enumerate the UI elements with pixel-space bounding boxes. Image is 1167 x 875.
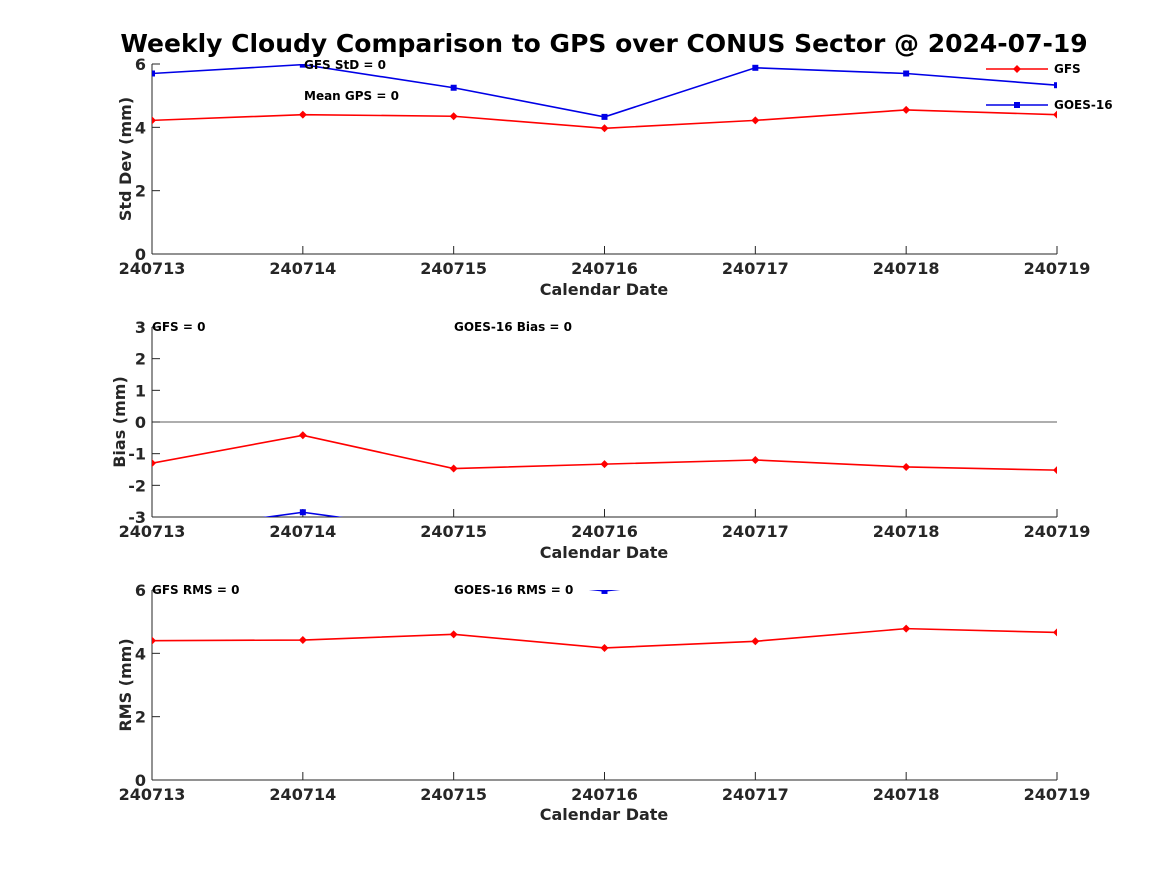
y-axis-label: Bias (mm) (110, 376, 129, 468)
x-tick-label: 240716 (571, 522, 638, 541)
data-point-goes16 (152, 70, 155, 77)
x-tick-label: 240717 (722, 785, 789, 804)
data-point-goes16 (1054, 82, 1057, 89)
data-point-gfs (600, 124, 609, 133)
data-point-gfs (449, 112, 458, 121)
data-point-goes16 (299, 509, 306, 516)
data-point-gfs (449, 464, 458, 473)
legend-label-goes16: GOES-16 (1054, 98, 1113, 112)
data-point-gfs (902, 624, 911, 633)
x-tick-label: 240718 (873, 522, 940, 541)
x-tick-label: 240718 (873, 785, 940, 804)
y-tick-label: 1 (135, 381, 146, 400)
x-tick-label: 240715 (420, 259, 487, 278)
x-tick-label: 240713 (119, 259, 186, 278)
y-tick-label: -3 (128, 508, 146, 527)
legend-goes-marker (1014, 102, 1020, 108)
panel-rms: 240713 240714 240715 240716 240717 240718 2407… (116, 571, 1091, 824)
annotation-mean-gps: Mean GPS = 0 (304, 89, 399, 103)
y-axis-label: Std Dev (mm) (116, 97, 135, 221)
y-tick-label: -1 (128, 445, 146, 464)
y-tick-label: 6 (135, 55, 146, 74)
y-tick-label: 0 (135, 413, 146, 432)
x-tick-label: 240719 (1024, 522, 1091, 541)
annotation-gfs-bias: GFS = 0 (152, 320, 205, 334)
data-point-goes16 (752, 64, 759, 71)
data-point-gfs (902, 462, 911, 471)
y-tick-label: 2 (135, 350, 146, 369)
x-tick-label: 240717 (722, 522, 789, 541)
data-point-gfs (449, 630, 458, 639)
series-group-std (152, 64, 1057, 133)
legend-label-gfs: GFS (1054, 62, 1081, 76)
x-tick-label: 240716 (571, 259, 638, 278)
data-point-goes16 (299, 64, 306, 68)
data-point-gfs (1053, 110, 1057, 119)
y-tick-label: 4 (135, 118, 146, 137)
y-tick-label: 2 (135, 708, 146, 727)
x-tick-label: 240715 (420, 522, 487, 541)
data-point-gfs (751, 116, 760, 125)
x-tick-label: 240713 (119, 785, 186, 804)
data-point-gfs (1053, 466, 1057, 475)
annotation-gfs-rms: GFS RMS = 0 (152, 583, 239, 597)
annotation-gfs-std: GFS StD = 0 (304, 58, 386, 72)
legend-gfs-marker (1013, 65, 1021, 73)
data-point-gfs (600, 643, 609, 652)
figure-title: Weekly Cloudy Comparison to GPS over CON… (120, 29, 1087, 58)
series-group-rms (152, 571, 1057, 652)
x-axis-label: Calendar Date (540, 280, 669, 299)
x-tick-label: 240717 (722, 259, 789, 278)
data-point-gfs (1053, 628, 1057, 637)
x-tick-label: 240714 (269, 785, 336, 804)
panel-bias: 240713 240714 240715 240716 240717 240718 2407… (110, 318, 1090, 562)
data-point-gfs (298, 431, 307, 440)
y-tick-label: 6 (135, 581, 146, 600)
data-point-gfs (152, 459, 156, 468)
ticks-rms: 240713 240714 240715 240716 240717 240718 2407… (119, 581, 1091, 804)
legend: GFS GOES-16 (986, 62, 1113, 112)
data-point-gfs (152, 116, 156, 125)
x-tick-label: 240714 (269, 522, 336, 541)
x-tick-label: 240719 (1024, 785, 1091, 804)
ticks-bias: 240713 240714 240715 240716 240717 240718 2407… (119, 318, 1091, 541)
x-tick-label: 240713 (119, 522, 186, 541)
y-tick-label: 0 (135, 245, 146, 264)
data-point-goes16 (903, 70, 910, 77)
y-tick-label: 2 (135, 182, 146, 201)
data-point-gfs (751, 456, 760, 464)
y-tick-label: 3 (135, 318, 146, 337)
ticks-std: 240713 240714 240715 240716 240717 240718 2407… (119, 55, 1091, 278)
x-tick-label: 240716 (571, 785, 638, 804)
data-point-gfs (751, 637, 760, 646)
x-tick-label: 240715 (420, 785, 487, 804)
data-point-goes16 (601, 590, 608, 594)
data-point-gfs (902, 105, 911, 114)
y-tick-label: -2 (128, 476, 146, 495)
panel-std-dev: 240713 240714 240715 240716 240717 240718 2407… (116, 55, 1113, 299)
data-point-goes16 (601, 113, 608, 120)
data-point-gfs (298, 636, 307, 645)
x-tick-label: 240719 (1024, 259, 1091, 278)
y-axis-label: RMS (mm) (116, 638, 135, 731)
series-group-bias (152, 431, 1057, 517)
data-point-goes16 (450, 84, 457, 91)
x-tick-label: 240718 (873, 259, 940, 278)
series-line-goes16 (152, 64, 1057, 118)
x-axis-label: Calendar Date (540, 805, 669, 824)
data-point-goes16 (451, 571, 457, 577)
data-point-gfs (600, 460, 609, 469)
data-point-goes16 (752, 571, 758, 577)
x-tick-label: 240714 (269, 259, 336, 278)
y-tick-label: 4 (135, 644, 146, 663)
annotation-goes16-rms: GOES-16 RMS = 0 (454, 583, 573, 597)
annotation-goes16-bias: GOES-16 Bias = 0 (454, 320, 572, 334)
y-tick-label: 0 (135, 771, 146, 790)
data-point-gfs (298, 110, 307, 119)
data-point-gfs (152, 636, 156, 645)
x-axis-label: Calendar Date (540, 543, 669, 562)
